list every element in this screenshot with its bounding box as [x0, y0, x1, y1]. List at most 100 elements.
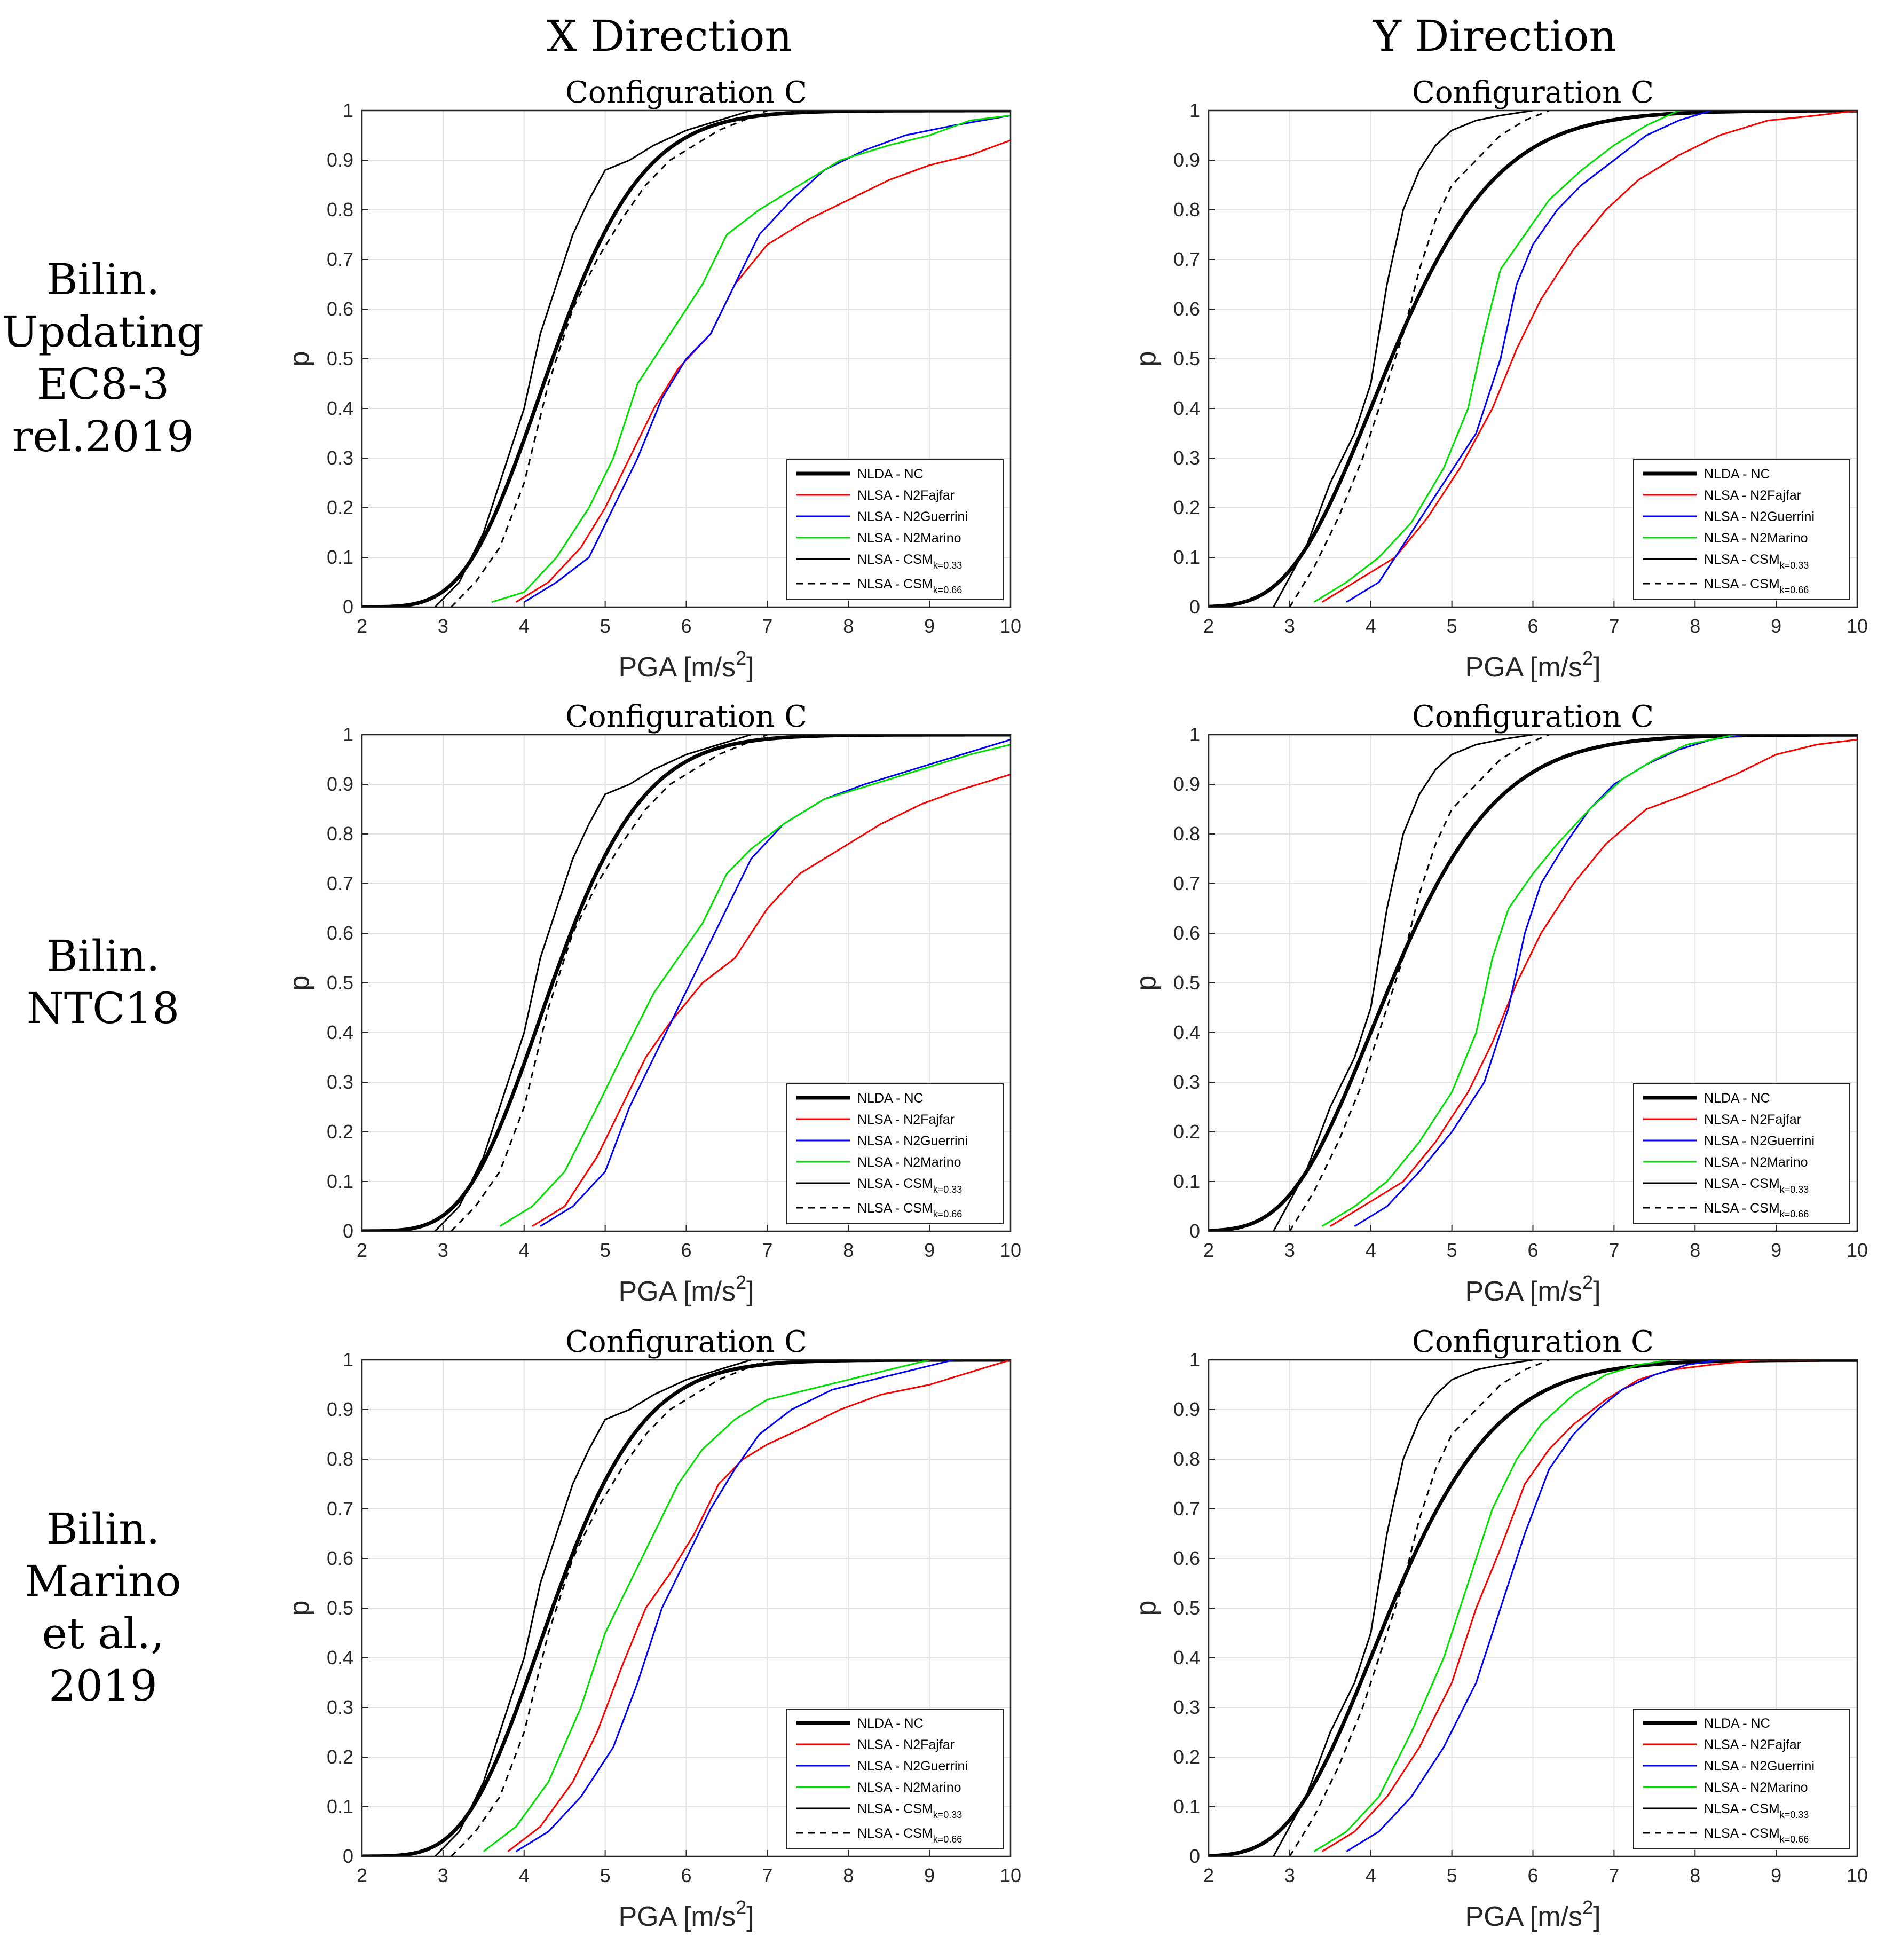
- x-axis-label: PGA [m/s2]: [1465, 1271, 1600, 1307]
- y-tick-label: 0.7: [1173, 248, 1200, 270]
- series-n2marino: [1321, 735, 1736, 1227]
- x-tick-label: 3: [438, 1864, 448, 1886]
- legend: NLDA - NC NLSA - N2Fajfar NLSA - N2Guerrin…: [786, 1709, 1004, 1849]
- y-tick-label: 0.1: [327, 1170, 353, 1192]
- x-tick-label: 6: [1527, 615, 1538, 637]
- y-axis-label: p: [284, 1601, 315, 1616]
- x-tick-label: 2: [357, 615, 367, 637]
- x-axis-label: PGA [m/s2]: [618, 1271, 754, 1307]
- y-tick-label: 0.1: [327, 1796, 353, 1817]
- x-tick-label: 10: [1000, 1239, 1021, 1261]
- y-axis-label: p: [284, 351, 315, 367]
- series-nlda-nc: [1209, 735, 1857, 1231]
- y-tick-label: 0.3: [327, 1696, 353, 1718]
- series-n2fajfar: [532, 773, 1011, 1227]
- series-csm-k033: [434, 1360, 752, 1856]
- y-tick-label: 0.5: [1173, 972, 1200, 994]
- y-tick-label: 0.2: [327, 1746, 353, 1768]
- legend-label: NLSA - N2Guerrini: [857, 1759, 968, 1774]
- legend-label: NLSA - CSMk=0.66: [857, 577, 962, 595]
- legend-box: [1633, 1709, 1850, 1849]
- series-csm-k066: [451, 111, 768, 607]
- y-axis-label: p: [1131, 351, 1162, 367]
- legend-label: NLSA - N2Marino: [857, 1780, 961, 1795]
- panels: 2 3 4 5 6 7 8 9 1000.10.20.30.40.50.60.70.80.91C…: [284, 75, 1868, 1932]
- row-label-line: Marino: [25, 1556, 181, 1606]
- y-tick-label: 0.9: [1173, 149, 1200, 171]
- x-tick-label: 9: [1771, 1239, 1781, 1261]
- x-tick-label: 5: [1447, 1239, 1457, 1261]
- x-axis-label: PGA [m/s2]: [618, 647, 754, 683]
- y-tick-label: 1: [1189, 99, 1200, 121]
- chart-panel: 2 3 4 5 6 7 8 9 10 0 0.1 0.2 0.3 0.4 0.5 0.6 0.7 0.8 0.9 1 C…: [284, 699, 1021, 1307]
- row-label-line: et al.,: [42, 1609, 164, 1658]
- x-tick-label: 2: [1203, 1239, 1214, 1261]
- x-tick-label: 8: [843, 1864, 854, 1886]
- y-tick-label: 0.8: [1173, 199, 1200, 221]
- series-csm-k033: [1273, 735, 1533, 1231]
- y-tick-label: 0.7: [1173, 1498, 1200, 1520]
- x-tick-label: 5: [600, 615, 611, 637]
- x-tick-label: 10: [1847, 1239, 1868, 1261]
- legend-label: NLDA - NC: [857, 467, 924, 482]
- row-labels: Bilin.UpdatingEC8-3rel.2019Bilin.NTC18Bi…: [2, 255, 204, 1711]
- legend-label: NLSA - N2Fajfar: [1704, 1737, 1801, 1752]
- y-tick-label: 0.9: [327, 773, 353, 795]
- y-tick-label: 0.7: [327, 1498, 353, 1520]
- legend-box: [786, 1083, 1004, 1224]
- y-tick-label: 0.9: [1173, 1398, 1200, 1420]
- x-tick-label: 6: [681, 615, 691, 637]
- series-n2guerrini: [515, 1360, 955, 1852]
- x-tick-label: 4: [1366, 615, 1376, 637]
- y-tick-label: 0.9: [327, 1398, 353, 1420]
- y-tick-label: 0: [1189, 596, 1200, 618]
- row-label-line: 2019: [49, 1661, 157, 1711]
- legend-label: NLSA - N2Fajfar: [857, 1112, 955, 1127]
- series-n2marino: [491, 114, 1011, 603]
- series-n2marino: [1313, 111, 1679, 603]
- legend: NLDA - NC NLSA - N2Fajfar NLSA - N2Guerrin…: [786, 1083, 1004, 1224]
- legend-label: NLSA - N2Marino: [1704, 1155, 1808, 1170]
- legend-label: NLDA - NC: [1704, 1716, 1770, 1731]
- y-tick-label: 0.6: [327, 298, 353, 320]
- x-tick-label: 9: [1771, 615, 1781, 637]
- x-tick-label: 3: [1284, 1239, 1295, 1261]
- y-tick-label: 0: [1189, 1220, 1200, 1242]
- series-n2guerrini: [1346, 111, 1712, 603]
- x-tick-label: 6: [681, 1239, 691, 1261]
- y-tick-label: 1: [343, 723, 353, 745]
- series-n2guerrini: [1346, 1360, 1720, 1852]
- legend-box: [1633, 459, 1850, 600]
- x-tick-label: 6: [681, 1864, 691, 1886]
- y-tick-label: 0.2: [327, 1121, 353, 1143]
- series-csm-k066: [451, 735, 768, 1231]
- legend-box: [786, 1709, 1004, 1849]
- x-tick-label: 9: [1771, 1864, 1781, 1886]
- legend-label: NLSA - CSMk=0.33: [857, 552, 962, 571]
- column-title-x: X Direction: [547, 11, 792, 61]
- row-label-line: EC8-3: [37, 359, 169, 409]
- legend-label: NLDA - NC: [857, 1091, 924, 1106]
- series-n2marino: [483, 1360, 930, 1852]
- x-tick-label: 3: [438, 615, 448, 637]
- x-axis-label: PGA [m/s2]: [1465, 1896, 1600, 1932]
- x-axis-label: PGA [m/s2]: [1465, 647, 1600, 683]
- y-tick-label: 0.2: [1173, 1121, 1200, 1143]
- x-tick-label: 4: [1366, 1239, 1376, 1261]
- legend-label: NLSA - N2Fajfar: [857, 1737, 955, 1752]
- x-tick-label: 3: [438, 1239, 448, 1261]
- y-axis-label: p: [1131, 975, 1162, 991]
- x-tick-label: 7: [1608, 1864, 1619, 1886]
- legend-label: NLSA - CSMk=0.66: [857, 1826, 962, 1845]
- x-tick-label: 8: [843, 1239, 854, 1261]
- x-tick-label: 9: [924, 615, 935, 637]
- row-label-line: Updating: [2, 307, 204, 357]
- row-label-line: NTC18: [27, 983, 179, 1033]
- y-tick-label: 0.6: [1173, 298, 1200, 320]
- legend-label: NLSA - N2Marino: [857, 1155, 961, 1170]
- x-tick-label: 5: [600, 1864, 611, 1886]
- y-tick-label: 0.7: [327, 872, 353, 894]
- y-tick-label: 0.1: [1173, 1796, 1200, 1817]
- y-tick-label: 1: [343, 99, 353, 121]
